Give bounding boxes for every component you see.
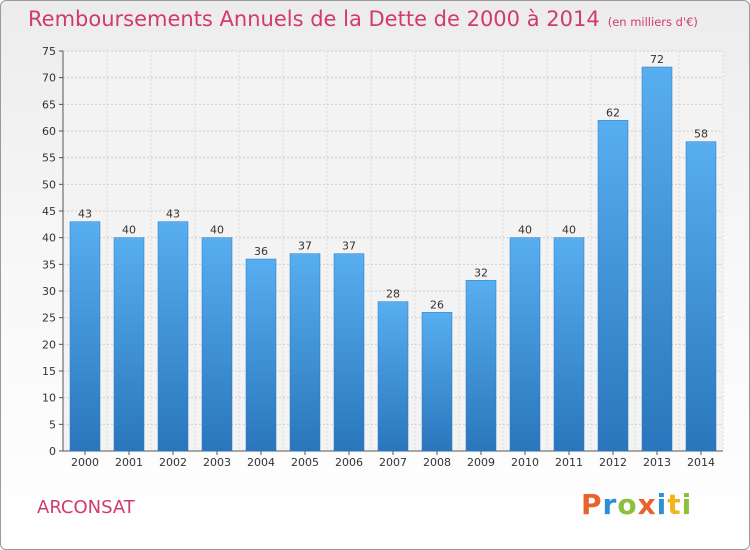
bar-2013 xyxy=(641,66,673,452)
bar-value-label: 58 xyxy=(694,128,708,141)
y-tick-label: 50 xyxy=(42,178,56,191)
brand-letter: i xyxy=(656,488,668,521)
brand-letter: i xyxy=(681,488,693,521)
bar-value-label: 32 xyxy=(474,266,488,279)
chart-title-text: Remboursements Annuels de la Dette de 20… xyxy=(28,7,600,31)
y-tick-label: 70 xyxy=(42,72,56,85)
x-tick-label: 2014 xyxy=(687,456,715,469)
brand-letter: t xyxy=(667,488,682,521)
chart-subtitle: (en milliers d'€) xyxy=(607,15,698,29)
y-tick-label: 25 xyxy=(42,312,56,325)
bar-2008 xyxy=(421,312,453,452)
bar-value-label: 40 xyxy=(122,224,136,237)
y-tick-label: 65 xyxy=(42,98,56,111)
bar-2006 xyxy=(333,253,365,452)
bar-value-label: 26 xyxy=(430,298,444,311)
bar-value-label: 37 xyxy=(298,240,312,253)
bar-value-label: 62 xyxy=(606,106,620,119)
x-tick-label: 2006 xyxy=(335,456,363,469)
bar-value-label: 37 xyxy=(342,240,356,253)
x-tick-label: 2010 xyxy=(511,456,539,469)
y-tick-label: 0 xyxy=(49,445,56,458)
bar-2012 xyxy=(597,120,629,452)
bar-2000 xyxy=(69,221,101,452)
bar-2007 xyxy=(377,301,409,452)
bar-2001 xyxy=(113,237,145,452)
bar-2003 xyxy=(201,237,233,452)
bar-2014 xyxy=(685,141,717,452)
x-tick-label: 2012 xyxy=(599,456,627,469)
bar-2005 xyxy=(289,253,321,452)
bar-2010 xyxy=(509,237,541,452)
y-tick-label: 30 xyxy=(42,285,56,298)
x-tick-label: 2009 xyxy=(467,456,495,469)
x-tick-label: 2003 xyxy=(203,456,231,469)
y-tick-label: 15 xyxy=(42,365,56,378)
bar-value-label: 28 xyxy=(386,288,400,301)
bar-value-label: 43 xyxy=(166,208,180,221)
y-tick-label: 45 xyxy=(42,205,56,218)
x-tick-label: 2011 xyxy=(555,456,583,469)
bar-2004 xyxy=(245,258,277,452)
y-tick-label: 40 xyxy=(42,232,56,245)
brand-letter: o xyxy=(617,488,638,521)
x-tick-label: 2001 xyxy=(115,456,143,469)
y-tick-label: 60 xyxy=(42,125,56,138)
x-tick-label: 2004 xyxy=(247,456,275,469)
bar-value-label: 40 xyxy=(518,224,532,237)
bar-value-label: 43 xyxy=(78,208,92,221)
brand-logo: Proxiti xyxy=(581,488,692,521)
y-tick-label: 5 xyxy=(49,418,56,431)
y-tick-label: 55 xyxy=(42,152,56,165)
brand-letter: P xyxy=(581,488,603,521)
bar-2002 xyxy=(157,221,189,452)
y-tick-label: 20 xyxy=(42,338,56,351)
bar-2009 xyxy=(465,280,497,452)
y-tick-label: 10 xyxy=(42,392,56,405)
bar-value-label: 40 xyxy=(562,224,576,237)
bar-value-label: 72 xyxy=(650,53,664,66)
label-layer: 43 2000 40 2001 43 2002 40 2003 36 2004 37 2005 37 20… xyxy=(71,53,715,469)
bar-value-label: 36 xyxy=(254,245,268,258)
x-tick-label: 2008 xyxy=(423,456,451,469)
x-tick-label: 2007 xyxy=(379,456,407,469)
chart-title: Remboursements Annuels de la Dette de 20… xyxy=(28,7,698,31)
x-tick-label: 2005 xyxy=(291,456,319,469)
y-tick-label: 35 xyxy=(42,258,56,271)
bar-2011 xyxy=(553,237,585,452)
x-tick-label: 2000 xyxy=(71,456,99,469)
x-tick-label: 2002 xyxy=(159,456,187,469)
x-tick-label: 2013 xyxy=(643,456,671,469)
town-name: ARCONSAT xyxy=(37,497,135,518)
brand-letter: x xyxy=(637,488,657,521)
bar-value-label: 40 xyxy=(210,224,224,237)
bar-layer xyxy=(69,66,717,452)
brand-letter: r xyxy=(602,488,618,521)
y-tick-label: 75 xyxy=(42,45,56,58)
